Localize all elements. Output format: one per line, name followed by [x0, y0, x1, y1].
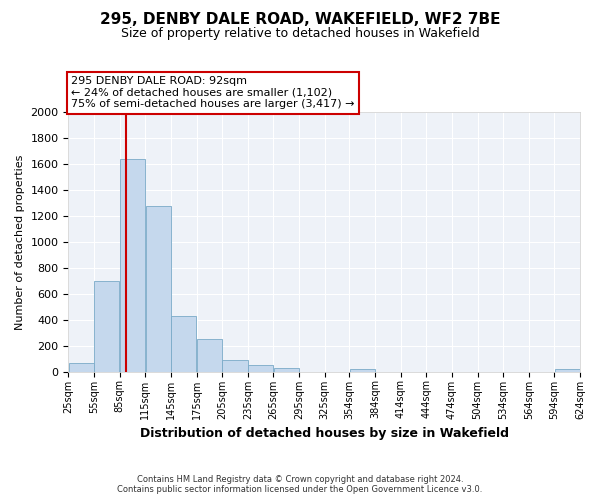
Bar: [94, 281, 119, 372]
Y-axis label: Number of detached properties: Number of detached properties: [15, 154, 25, 330]
Text: Size of property relative to detached houses in Wakefield: Size of property relative to detached ho…: [121, 28, 479, 40]
X-axis label: Distribution of detached houses by size in Wakefield: Distribution of detached houses by size …: [140, 427, 509, 440]
Bar: [248, 365, 273, 372]
Bar: [197, 339, 222, 372]
Bar: [146, 206, 170, 372]
Bar: [223, 360, 248, 372]
Bar: [120, 159, 145, 372]
Bar: [350, 370, 375, 372]
Text: 295, DENBY DALE ROAD, WAKEFIELD, WF2 7BE: 295, DENBY DALE ROAD, WAKEFIELD, WF2 7BE: [100, 12, 500, 28]
Bar: [68, 363, 94, 372]
Bar: [171, 316, 196, 372]
Text: Contains HM Land Registry data © Crown copyright and database right 2024.
Contai: Contains HM Land Registry data © Crown c…: [118, 474, 482, 494]
Bar: [554, 370, 580, 372]
Bar: [274, 368, 299, 372]
Text: 295 DENBY DALE ROAD: 92sqm
← 24% of detached houses are smaller (1,102)
75% of s: 295 DENBY DALE ROAD: 92sqm ← 24% of deta…: [71, 76, 355, 110]
